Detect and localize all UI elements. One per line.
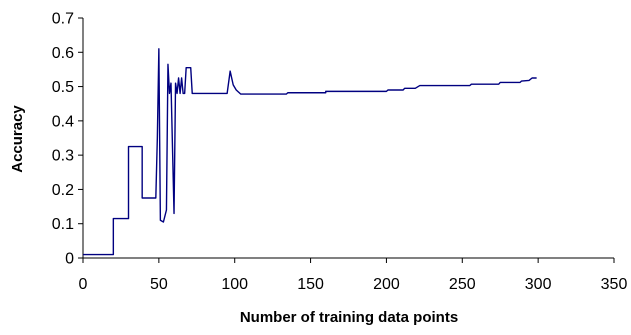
x-tick-label: 300 bbox=[525, 276, 552, 293]
y-tick-label: 0.2 bbox=[52, 182, 74, 199]
x-axis-title: Number of training data points bbox=[240, 309, 458, 326]
y-tick-label: 0.3 bbox=[52, 148, 74, 165]
y-axis-title: Accuracy bbox=[9, 105, 26, 173]
x-tick-label: 50 bbox=[150, 276, 168, 293]
y-axis: 0 0.1 0.2 0.3 0.4 0.5 0.6 0.7 bbox=[52, 11, 84, 268]
series-line-0 bbox=[83, 48, 537, 256]
x-axis: 0 50 100 150 200 250 300 350 bbox=[79, 257, 628, 293]
y-tick-label: 0.7 bbox=[52, 11, 74, 28]
y-tick-label: 0.4 bbox=[52, 113, 74, 130]
y-tick-label: 0 bbox=[65, 251, 74, 268]
x-tick-label: 200 bbox=[373, 276, 400, 293]
y-tick-label: 0.5 bbox=[52, 79, 74, 96]
x-tick-label: 350 bbox=[601, 276, 628, 293]
x-tick-label: 150 bbox=[297, 276, 324, 293]
x-tick-label: 250 bbox=[449, 276, 476, 293]
y-tick-label: 0.1 bbox=[52, 216, 74, 233]
y-tick-label: 0.6 bbox=[52, 45, 74, 62]
series-group bbox=[83, 48, 537, 256]
x-tick-label: 100 bbox=[221, 276, 248, 293]
x-tick-label: 0 bbox=[79, 276, 88, 293]
